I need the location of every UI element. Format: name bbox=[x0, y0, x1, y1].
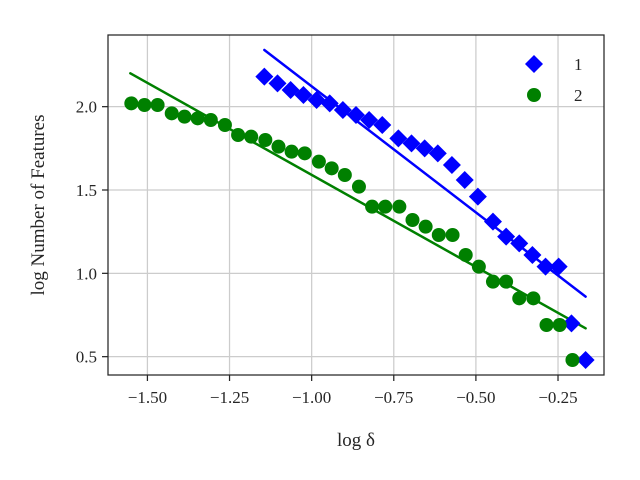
data-point-series-2 bbox=[190, 111, 205, 126]
data-point-series-2 bbox=[203, 113, 218, 127]
data-point-series-1 bbox=[428, 144, 447, 163]
data-point-series-2 bbox=[365, 199, 380, 214]
x-tick-label: −0.75 bbox=[374, 388, 413, 407]
data-point-series-2 bbox=[565, 353, 580, 367]
data-point-series-1 bbox=[510, 234, 529, 253]
data-point-series-2 bbox=[150, 98, 165, 112]
data-point-series-1 bbox=[442, 156, 461, 174]
data-point-series-1 bbox=[497, 227, 516, 246]
x-tick-label: −1.00 bbox=[292, 388, 331, 407]
data-point-series-2 bbox=[431, 228, 446, 242]
data-point-series-1 bbox=[468, 187, 487, 206]
data-point-series-2 bbox=[324, 161, 339, 176]
data-point-series-2 bbox=[258, 133, 273, 147]
y-axis-ticks: 0.5 1.0 1.5 2.0 bbox=[76, 98, 108, 367]
data-point-series-2 bbox=[539, 318, 554, 332]
legend-label-1: 1 bbox=[574, 55, 583, 74]
data-point-series-2 bbox=[405, 213, 420, 227]
data-point-series-2 bbox=[137, 98, 152, 112]
legend-marker-2 bbox=[527, 88, 541, 102]
data-point-series-1 bbox=[523, 246, 542, 264]
data-point-series-1 bbox=[347, 106, 365, 124]
data-point-series-2 bbox=[124, 96, 139, 111]
data-point-series-2 bbox=[271, 139, 286, 154]
data-point-series-1 bbox=[373, 116, 392, 134]
x-tick-label: −0.25 bbox=[538, 388, 577, 407]
data-point-series-1 bbox=[294, 86, 313, 104]
data-point-series-2 bbox=[392, 199, 407, 214]
data-point-series-1 bbox=[255, 67, 274, 86]
x-tick-label: −1.25 bbox=[210, 388, 249, 407]
data-point-series-1 bbox=[576, 351, 595, 369]
data-point-series-2 bbox=[351, 179, 366, 194]
data-point-series-2 bbox=[284, 144, 299, 159]
data-point-series-1 bbox=[455, 171, 474, 189]
data-point-series-2 bbox=[297, 146, 312, 161]
data-point-series-1 bbox=[415, 139, 434, 158]
grid-lines bbox=[108, 35, 604, 375]
y-axis-label: log Number of Features bbox=[28, 115, 49, 296]
data-point-series-1 bbox=[549, 257, 568, 276]
data-point-series-1 bbox=[562, 314, 581, 333]
data-point-series-2 bbox=[164, 106, 179, 121]
data-point-series-2 bbox=[445, 228, 460, 242]
fit-line-1 bbox=[263, 48, 587, 298]
y-tick-label: 0.5 bbox=[76, 348, 97, 367]
data-point-series-2 bbox=[177, 109, 192, 124]
data-point-series-1 bbox=[320, 94, 339, 113]
data-point-series-1 bbox=[483, 212, 502, 231]
data-point-series-2 bbox=[337, 168, 352, 182]
legend-label-2: 2 bbox=[574, 86, 583, 105]
data-point-series-2 bbox=[471, 259, 486, 274]
data-point-series-2 bbox=[526, 291, 541, 306]
data-points bbox=[124, 67, 595, 369]
x-tick-label: −0.50 bbox=[456, 388, 495, 407]
y-tick-label: 1.5 bbox=[76, 181, 97, 200]
data-point-series-2 bbox=[458, 248, 473, 262]
legend-marker-1 bbox=[525, 55, 543, 73]
data-point-series-1 bbox=[360, 111, 379, 129]
y-tick-label: 1.0 bbox=[76, 264, 97, 283]
x-axis-label: log δ bbox=[337, 430, 375, 451]
data-point-series-2 bbox=[217, 118, 232, 132]
plot-frame bbox=[107, 34, 605, 376]
y-tick-label: 2.0 bbox=[76, 98, 97, 117]
data-point-series-1 bbox=[402, 134, 421, 153]
data-point-series-2 bbox=[499, 274, 514, 289]
data-point-series-1 bbox=[333, 101, 352, 119]
data-point-series-1 bbox=[268, 74, 287, 93]
x-tick-label: −1.50 bbox=[128, 388, 167, 407]
data-point-series-2 bbox=[552, 318, 567, 332]
x-axis-ticks: −1.50 −1.25 −1.00 −0.75 −0.50 −0.25 bbox=[128, 375, 578, 407]
data-point-series-2 bbox=[244, 129, 259, 144]
data-point-series-1 bbox=[389, 129, 408, 148]
data-point-series-2 bbox=[378, 199, 393, 214]
data-point-series-2 bbox=[418, 219, 433, 234]
data-point-series-2 bbox=[512, 291, 527, 306]
data-point-series-2 bbox=[311, 154, 326, 169]
data-point-series-1 bbox=[536, 257, 555, 276]
data-point-series-2 bbox=[485, 274, 500, 289]
data-point-series-1 bbox=[307, 91, 326, 109]
data-point-series-2 bbox=[231, 128, 246, 142]
legend: 12 bbox=[525, 55, 583, 105]
